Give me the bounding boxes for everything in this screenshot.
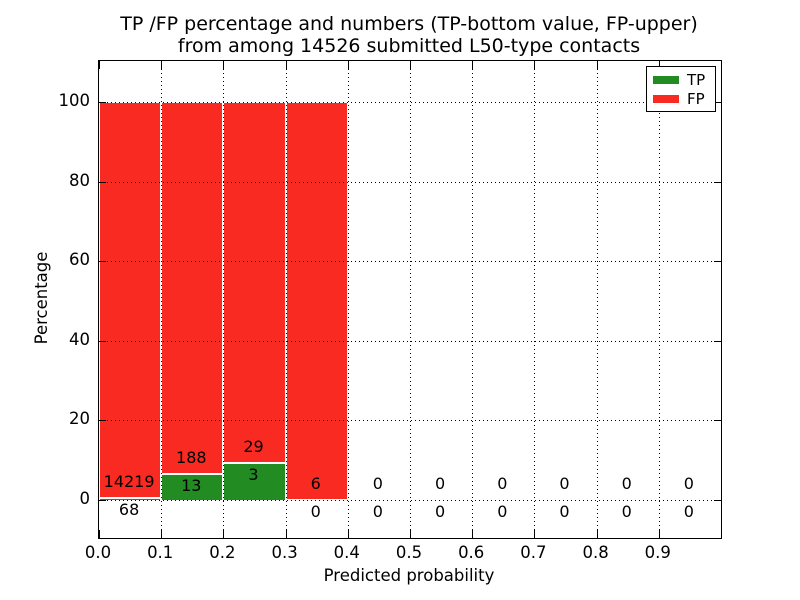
y-tick-right [714,420,721,422]
y-tick-right [714,500,721,501]
legend-label-tp: TP [687,70,706,89]
v-gridline [285,61,287,538]
y-tick-left [99,261,106,263]
tp-count-label: 13 [181,476,202,496]
tp-color-swatch [653,75,679,84]
fp-count-label: 0 [559,474,570,493]
y-tick-label: 80 [69,170,90,190]
tp-count-label: 0 [621,502,632,521]
fp-count-label: 188 [176,448,207,468]
fp-count-label: 0 [621,474,632,493]
x-tick-top [347,61,349,69]
v-gridline [161,61,163,538]
x-tick-bottom [285,530,287,538]
legend-item-tp: TP [653,71,709,89]
v-gridline [223,61,225,538]
x-axis-label: Predicted probability [323,566,495,585]
y-tick-label: 20 [69,409,90,429]
y-tick-left [99,500,106,501]
x-tick-top [223,61,225,69]
x-tick-label: 0.1 [147,543,174,562]
y-tick-right [714,102,721,103]
x-tick-bottom [410,530,411,538]
y-tick-label: 40 [69,329,90,349]
x-tick-label: 0.4 [333,543,360,562]
x-tick-top [285,61,287,69]
x-tick-top [658,61,660,69]
y-axis-label: Percentage [32,251,51,345]
fp-count-label: 14219 [103,472,155,492]
bar-tp-segment [99,498,162,500]
y-tick-label: 60 [69,250,90,270]
y-tick-right [714,181,721,183]
fp-count-label: 0 [435,474,446,493]
x-tick-label: 0.3 [271,543,298,562]
x-tick-top [410,61,411,69]
x-tick-top [472,61,474,69]
y-tick-right [714,261,721,263]
x-tick-top [99,61,100,69]
x-tick-bottom [223,530,225,538]
fp-count-label: 0 [372,474,383,493]
v-gridline [472,61,474,538]
v-gridline [410,61,411,538]
v-gridline [596,61,598,538]
tp-count-label: 0 [683,502,694,521]
tp-count-label: 0 [559,502,570,521]
x-tick-label: 0.5 [395,543,423,562]
chart-title-line2: from among 14526 submitted L50-type cont… [177,35,641,57]
x-tick-label: 0.9 [644,543,671,562]
x-tick-bottom [347,530,349,538]
x-tick-top [161,61,163,69]
x-tick-bottom [534,530,536,538]
y-tick-label: 100 [58,91,91,110]
x-tick-label: 0.2 [209,543,236,562]
fp-color-swatch [653,94,679,103]
bar-fp-segment [285,102,348,500]
tp-count-label: 0 [372,502,383,521]
v-gridline [534,61,536,538]
y-tick-label: 0 [79,489,91,508]
x-tick-label: 0.7 [520,543,547,562]
x-tick-bottom [161,530,163,538]
tp-count-label: 0 [435,502,446,521]
fp-count-label: 0 [683,474,694,493]
bar-fp-segment [223,102,286,463]
v-gridline [658,61,660,538]
y-tick-left [99,181,106,183]
x-tick-bottom [472,530,474,538]
chart-title: TP /FP percentage and numbers (TP-bottom… [98,13,720,57]
bar-fp-segment [161,102,224,475]
tp-count-label: 0 [310,502,321,521]
tp-count-label: 3 [248,464,259,484]
x-tick-label: 0.0 [84,543,112,562]
chart-title-line1: TP /FP percentage and numbers (TP-bottom… [120,13,698,35]
y-tick-left [99,102,106,103]
fp-count-label: 6 [310,474,321,493]
plot-area [98,60,722,539]
x-tick-label: 0.6 [458,543,485,562]
legend-label-fp: FP [687,89,705,108]
x-tick-bottom [99,530,100,538]
legend: TP FP [646,66,716,112]
y-tick-left [99,340,106,342]
legend-item-fp: FP [653,90,709,108]
v-gridline [347,61,349,538]
bar-tp-segment [223,462,286,500]
tp-count-label: 0 [497,502,508,521]
y-tick-left [99,420,106,422]
x-tick-label: 0.8 [582,543,609,562]
y-tick-right [714,340,721,342]
fp-count-label: 29 [243,436,264,456]
x-tick-bottom [658,530,660,538]
x-tick-bottom [596,530,598,538]
bar-fp-segment [99,102,162,499]
x-tick-top [534,61,536,69]
x-tick-top [596,61,598,69]
tp-count-label: 68 [118,500,140,520]
fp-count-label: 0 [497,474,508,493]
